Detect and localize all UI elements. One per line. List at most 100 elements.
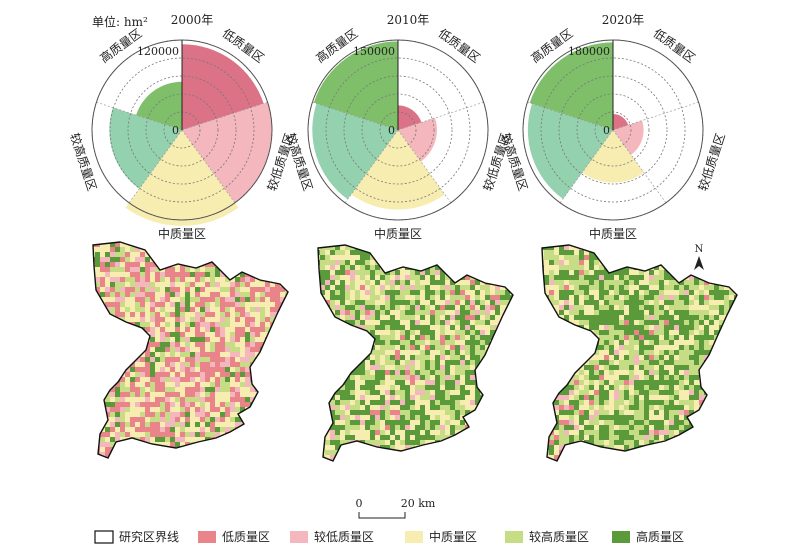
- map-cell: [270, 247, 275, 252]
- map-cell: [375, 420, 380, 425]
- map-cell: [689, 330, 694, 335]
- map-cell: [230, 427, 235, 432]
- map-cell: [93, 402, 95, 407]
- map-cell: [619, 260, 624, 265]
- map-cell: [200, 242, 205, 247]
- map-cell: [594, 395, 599, 400]
- map-cell: [220, 392, 225, 397]
- map-cell: [490, 315, 495, 320]
- map-cell: [659, 395, 664, 400]
- map-cell: [490, 270, 495, 275]
- map-cell: [180, 457, 185, 458]
- map-cell: [495, 245, 500, 250]
- map-cell: [644, 290, 649, 295]
- map-cell: [405, 340, 410, 345]
- map-cell: [569, 380, 574, 385]
- map-cell: [460, 375, 465, 380]
- map-cell: [495, 360, 500, 365]
- map-cell: [674, 330, 679, 335]
- map-cell: [410, 310, 415, 315]
- map-cell: [405, 290, 410, 295]
- map-cell: [599, 335, 604, 340]
- map-cell: [694, 280, 699, 285]
- map-cell: [435, 430, 440, 435]
- map-cell: [425, 410, 430, 415]
- category-label: 较高质量区: [67, 131, 100, 193]
- map-cell: [729, 395, 734, 400]
- map-cell: [195, 347, 200, 352]
- map-cell: [430, 345, 435, 350]
- map-cell: [654, 305, 659, 310]
- map-cell: [200, 252, 205, 257]
- map-cell: [150, 337, 155, 342]
- map-cell: [220, 322, 225, 327]
- map-cell: [694, 315, 699, 320]
- map-cell: [425, 375, 430, 380]
- map-cell: [125, 392, 130, 397]
- map-cell: [265, 437, 270, 442]
- map-cell: [589, 370, 594, 375]
- map-cell: [420, 425, 425, 430]
- grid-ring: [540, 57, 686, 203]
- map-cell: [639, 390, 644, 395]
- map-cell: [390, 270, 395, 275]
- map-cell: [644, 320, 649, 325]
- map-cell: [275, 282, 280, 287]
- map-cell: [130, 427, 135, 432]
- map-cell: [500, 350, 505, 355]
- map-cell: [380, 340, 385, 345]
- map-cell: [729, 325, 734, 330]
- map-cell: [290, 252, 295, 257]
- map-cell: [445, 390, 450, 395]
- map-cell: [729, 275, 734, 280]
- map-cell: [544, 325, 549, 330]
- map-cell: [719, 375, 724, 380]
- map-cell: [495, 275, 500, 280]
- map-cell: [380, 250, 385, 255]
- map-cell: [694, 385, 699, 390]
- map-cell: [674, 325, 679, 330]
- map-cell: [320, 395, 325, 400]
- map-cell: [318, 390, 320, 395]
- map-cell: [245, 357, 250, 362]
- map-cell: [500, 425, 505, 430]
- map-cell: [599, 355, 604, 360]
- map-cell: [400, 330, 405, 335]
- map-cell: [729, 380, 734, 385]
- map-cell: [480, 260, 485, 265]
- map-cell: [190, 337, 195, 342]
- map-cell: [674, 390, 679, 395]
- map-cell: [594, 390, 599, 395]
- map-cell: [619, 390, 624, 395]
- map-cell: [739, 335, 744, 340]
- map-cell: [714, 320, 719, 325]
- map-cell: [450, 405, 455, 410]
- map-cell: [390, 255, 395, 260]
- map-cell: [475, 250, 480, 255]
- map-cell: [355, 425, 360, 430]
- map-cell: [230, 362, 235, 367]
- map-cell: [165, 402, 170, 407]
- map-cell: [604, 245, 609, 250]
- map-cell: [699, 335, 704, 340]
- map-cell: [105, 337, 110, 342]
- map-cell: [574, 305, 579, 310]
- map-cell: [195, 287, 200, 292]
- map-cell: [225, 252, 230, 257]
- map-cell: [385, 435, 390, 440]
- map-cell: [430, 355, 435, 360]
- map-cell: [450, 380, 455, 385]
- map-cell: [639, 330, 644, 335]
- spoke: [527, 101, 614, 131]
- map-cell: [729, 255, 734, 260]
- map-cell: [450, 350, 455, 355]
- map-cell: [505, 295, 510, 300]
- quality-map-1: [317, 244, 514, 462]
- map-cell: [220, 422, 225, 427]
- map-cell: [455, 445, 460, 450]
- map-cell: [390, 260, 395, 265]
- map-cell: [110, 417, 115, 422]
- map-cell: [135, 432, 140, 437]
- map-cell: [435, 395, 440, 400]
- map-cell: [410, 425, 415, 430]
